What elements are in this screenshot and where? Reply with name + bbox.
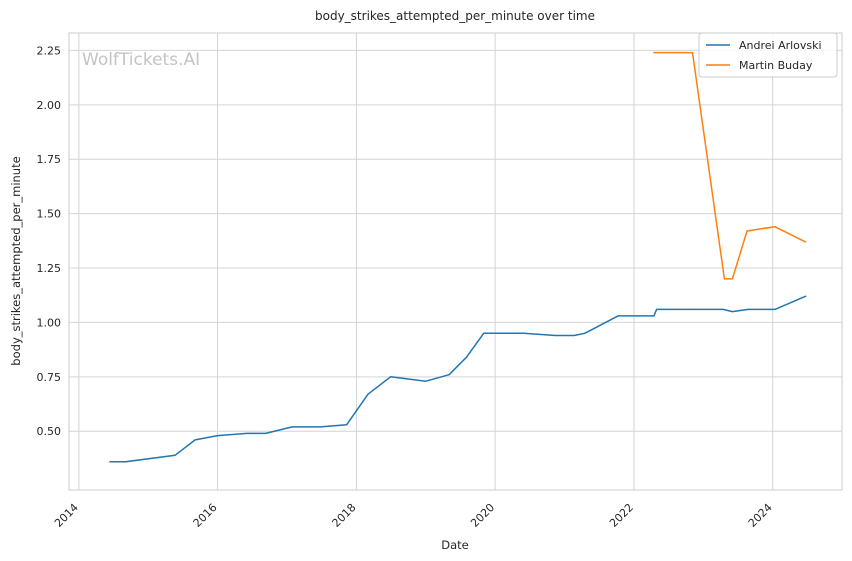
data-point (746, 230, 749, 233)
data-point (804, 295, 807, 298)
data-point (194, 438, 197, 441)
data-point (124, 460, 127, 463)
data-point (655, 308, 658, 311)
data-point (723, 277, 726, 280)
data-point (216, 434, 219, 437)
legend-label-buday: Martin Buday (739, 59, 813, 72)
data-point (246, 432, 249, 435)
data-point (319, 425, 322, 428)
x-axis-title: Date (441, 538, 469, 552)
plot-area (68, 32, 843, 491)
data-point (264, 432, 267, 435)
data-point (731, 310, 734, 313)
legend-label-arlovski: Andrei Arlovski (739, 39, 822, 52)
legend-box (698, 32, 838, 78)
data-point (652, 314, 655, 317)
data-point (773, 308, 776, 311)
data-point (465, 356, 468, 359)
data-point (389, 375, 392, 378)
data-point (573, 334, 576, 337)
y-tick-label: 0.50 (37, 425, 62, 438)
grid-layer (69, 33, 842, 490)
data-point (367, 393, 370, 396)
series-layer (109, 51, 807, 463)
data-point (722, 308, 725, 311)
chart-title: body_strikes_attempted_per_minute over t… (315, 9, 595, 23)
data-point (522, 332, 525, 335)
data-point (804, 240, 807, 243)
watermark: WolfTickets.AI (82, 50, 200, 70)
data-point (291, 425, 294, 428)
data-point (554, 334, 557, 337)
data-point (691, 51, 694, 54)
data-point (652, 51, 655, 54)
y-tick-label: 1.75 (37, 153, 62, 166)
data-point (773, 225, 776, 228)
data-point (690, 308, 693, 311)
data-point (731, 277, 734, 280)
y-tick-label: 0.75 (37, 371, 62, 384)
series-line-0 (109, 295, 807, 463)
data-point (345, 423, 348, 426)
series-line-1 (653, 51, 807, 280)
data-point (676, 308, 679, 311)
legend: Andrei Arlovski Martin Buday (698, 32, 838, 78)
y-tick-label: 1.50 (37, 208, 62, 221)
data-point (448, 373, 451, 376)
y-tick-label: 2.00 (37, 99, 62, 112)
data-point (617, 314, 620, 317)
data-point (747, 308, 750, 311)
data-point (583, 332, 586, 335)
data-point (482, 332, 485, 335)
data-point (174, 454, 177, 457)
y-tick-label: 1.00 (37, 316, 62, 329)
data-point (424, 380, 427, 383)
y-tick-label: 2.25 (37, 44, 62, 57)
y-tick-label: 1.25 (37, 262, 62, 275)
data-point (109, 460, 112, 463)
y-axis-title: body_strikes_attempted_per_minute (9, 156, 23, 365)
